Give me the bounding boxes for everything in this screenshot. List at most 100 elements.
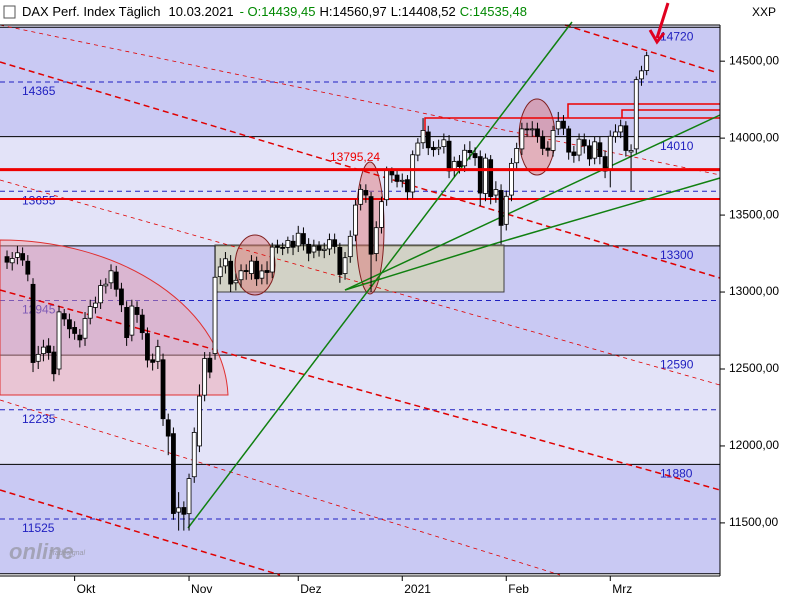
watermark-small: Tradesignal xyxy=(49,550,86,557)
level-label: 13300 xyxy=(660,248,694,262)
candle-body xyxy=(134,307,140,315)
candle-body xyxy=(415,142,421,156)
trend-line xyxy=(344,242,498,291)
candle-body xyxy=(212,276,218,354)
candle-body xyxy=(301,233,306,245)
channel-line xyxy=(564,24,716,73)
candle-body xyxy=(607,135,613,170)
candle-body xyxy=(129,305,135,336)
candle-body xyxy=(238,270,244,281)
candle-body xyxy=(514,148,520,164)
x-tick-label: 2021 xyxy=(404,582,431,596)
candle-body xyxy=(311,245,317,253)
channel-line xyxy=(0,489,281,576)
candle-body xyxy=(171,433,176,514)
symbol: XXP xyxy=(752,5,776,19)
candle-body xyxy=(446,140,452,172)
watermark: online xyxy=(9,539,74,564)
y-tick-label: 12500,00 xyxy=(729,361,779,375)
annotation-label: 13795,24 xyxy=(330,150,380,164)
candle-body xyxy=(30,283,36,363)
resistance-line xyxy=(567,103,720,118)
candle-body xyxy=(618,125,624,133)
annotation: 13795,24 xyxy=(0,150,720,172)
candle-body xyxy=(472,153,478,159)
candle-body xyxy=(249,260,254,274)
header: DAX Perf. Index Täglich 10.03.2021 - O:144… xyxy=(22,4,527,19)
candle-body xyxy=(493,189,499,196)
candle-body xyxy=(306,243,312,254)
candle-body xyxy=(545,147,551,151)
candle-body xyxy=(269,246,275,273)
candle-body xyxy=(327,239,332,250)
candle-body xyxy=(186,478,192,515)
candle-body xyxy=(644,55,650,71)
candle-body xyxy=(20,253,26,261)
candle-body xyxy=(342,257,348,274)
level-label: 12590 xyxy=(660,357,694,371)
candle-body xyxy=(519,128,525,150)
candle-body xyxy=(290,240,296,248)
candle-body xyxy=(228,260,234,285)
x-tick-label: Feb xyxy=(508,582,529,596)
candle-body xyxy=(207,357,213,373)
candle-body xyxy=(181,507,187,515)
channel-midline xyxy=(0,24,721,176)
candle-body xyxy=(639,70,644,80)
candle-body xyxy=(363,190,369,196)
level-label: 14365 xyxy=(22,84,56,98)
ohlc-value: C:14535,48 xyxy=(460,4,527,19)
candle-body xyxy=(483,157,488,194)
candle-body xyxy=(441,139,447,147)
candle-body xyxy=(498,190,504,226)
candle-body xyxy=(550,130,556,151)
candle-body xyxy=(353,204,358,236)
axis-panel xyxy=(720,0,800,600)
candle-body xyxy=(457,160,462,167)
candle-body xyxy=(165,419,171,437)
candle-body xyxy=(347,235,353,258)
candle-body xyxy=(176,507,182,513)
candle-body xyxy=(119,288,124,306)
candle-body xyxy=(15,252,20,258)
candle-body xyxy=(160,359,166,420)
candle-body xyxy=(56,311,62,370)
icon xyxy=(3,5,16,19)
candle-body xyxy=(358,188,364,205)
x-tick-label: Nov xyxy=(191,582,212,596)
candle-body xyxy=(384,170,390,201)
candle-body xyxy=(87,306,93,319)
candle-body xyxy=(98,285,104,304)
candle-body xyxy=(316,245,322,251)
candle-body xyxy=(524,128,530,131)
candle-body xyxy=(233,279,239,284)
x-tick-label: Okt xyxy=(77,582,96,596)
candle-body xyxy=(566,128,572,153)
y-tick-label: 14500,00 xyxy=(729,53,779,67)
candle-body xyxy=(597,142,603,157)
candle-body xyxy=(223,258,228,267)
candle-body xyxy=(41,346,46,354)
candle-body xyxy=(399,179,405,182)
candle-body xyxy=(623,125,629,151)
candle-body xyxy=(410,154,416,193)
candle-body xyxy=(202,358,208,396)
candle-body xyxy=(264,270,270,273)
candle-body xyxy=(103,283,109,287)
candle-body xyxy=(108,270,114,284)
candle-body xyxy=(124,307,130,338)
trend-line xyxy=(344,114,721,291)
candle-body xyxy=(503,195,509,225)
candle-body xyxy=(243,270,249,272)
candle-body xyxy=(379,201,384,228)
candle-body xyxy=(394,174,400,182)
candle-body xyxy=(25,260,31,275)
candle-body xyxy=(587,145,592,160)
trend-line xyxy=(187,21,573,529)
axes: 11500,00 12000,00 12500,00 13000,00 13500,00… xyxy=(74,53,779,596)
candle-body xyxy=(259,270,265,279)
level-label: 14010 xyxy=(660,139,694,153)
candle-body xyxy=(139,314,145,334)
candle-body xyxy=(368,196,374,255)
channel-line xyxy=(0,289,721,491)
